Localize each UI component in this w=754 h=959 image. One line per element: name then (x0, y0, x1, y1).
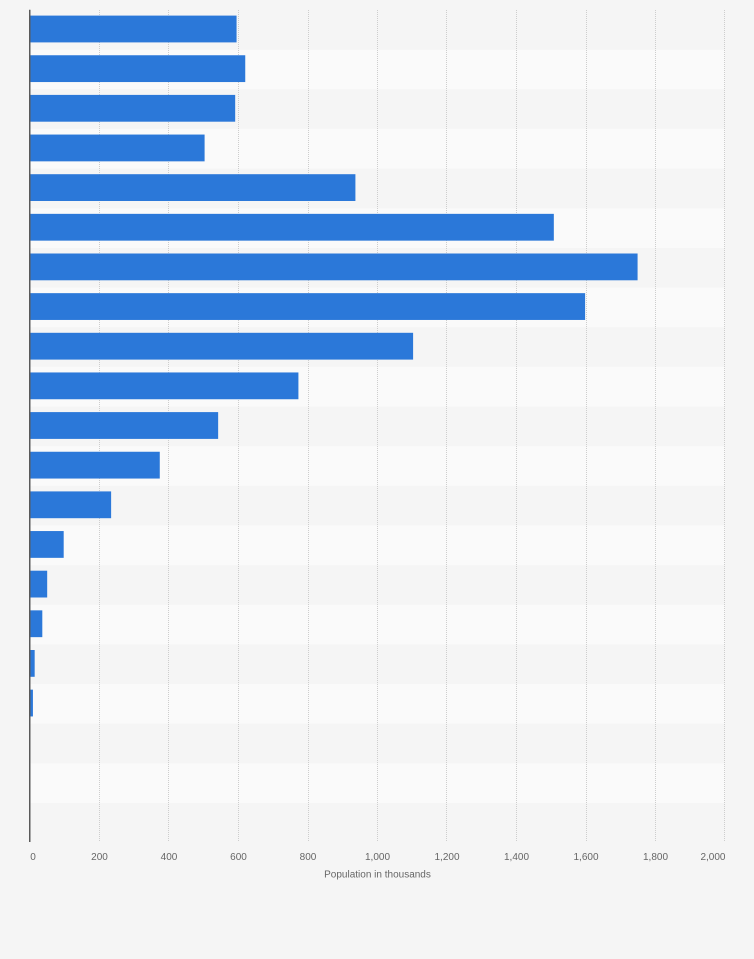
svg-text:1,800: 1,800 (643, 852, 668, 863)
svg-text:800: 800 (300, 852, 317, 863)
svg-text:1,600: 1,600 (573, 852, 598, 863)
svg-text:2,000: 2,000 (700, 852, 725, 863)
svg-text:Population in thousands: Population in thousands (324, 869, 431, 880)
svg-text:1,200: 1,200 (434, 852, 459, 863)
svg-text:1,400: 1,400 (504, 852, 529, 863)
svg-text:0: 0 (30, 852, 36, 863)
svg-text:200: 200 (91, 852, 108, 863)
svg-text:1,000: 1,000 (365, 852, 390, 863)
svg-text:600: 600 (230, 852, 247, 863)
svg-text:400: 400 (161, 852, 178, 863)
